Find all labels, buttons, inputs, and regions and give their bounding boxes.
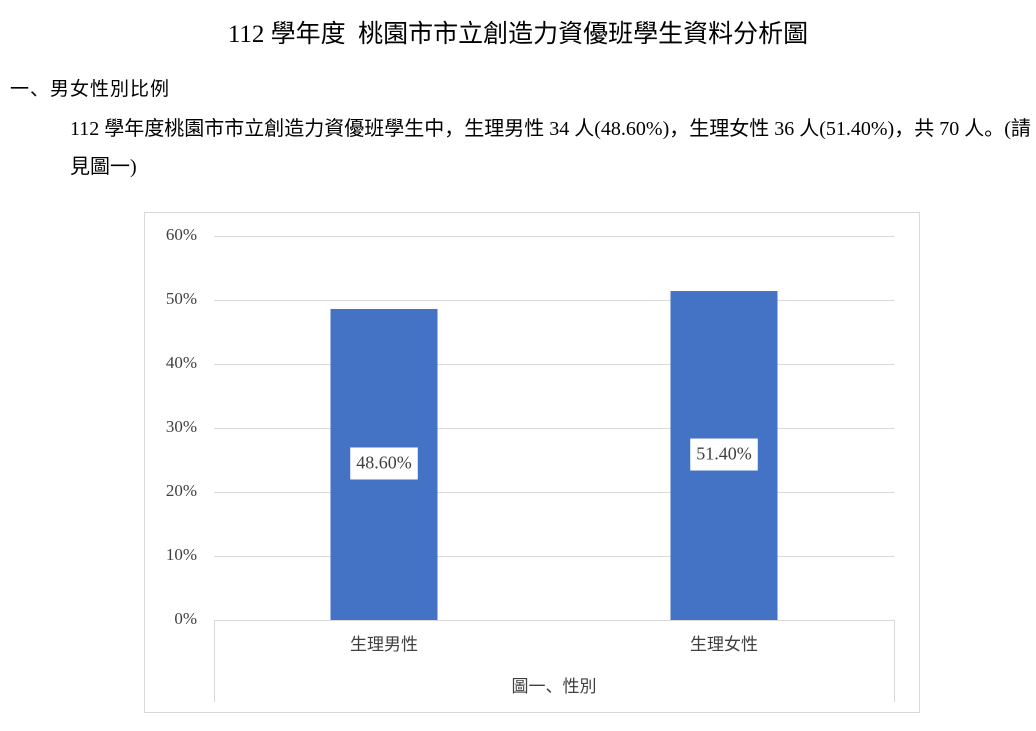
- paragraph: 112 學年度桃園市市立創造力資優班學生中，生理男性 34 人(48.60%)，…: [70, 118, 1031, 178]
- x-tick-label: 生理女性: [690, 635, 758, 654]
- y-tick-label: 50%: [166, 289, 197, 308]
- chart-frame: [144, 212, 920, 713]
- data-label-box: [690, 438, 758, 471]
- section-heading: 一、男女性別比例: [10, 79, 171, 100]
- y-tick-label: 30%: [166, 417, 197, 436]
- page-title: 112 學年度 桃園市市立創造力資優班學生資料分析圖: [227, 21, 809, 48]
- y-tick-label: 60%: [166, 225, 197, 244]
- y-tick-label: 0%: [174, 609, 197, 628]
- y-tick-label: 10%: [166, 545, 197, 564]
- data-label-box: [350, 447, 418, 480]
- x-tick-label: 生理男性: [350, 635, 418, 654]
- y-tick-label: 20%: [166, 481, 197, 500]
- data-label: 51.40%: [696, 444, 752, 464]
- x-axis-title: 圖一、性別: [512, 677, 597, 696]
- data-label: 48.60%: [356, 453, 412, 473]
- y-tick-label: 40%: [166, 353, 197, 372]
